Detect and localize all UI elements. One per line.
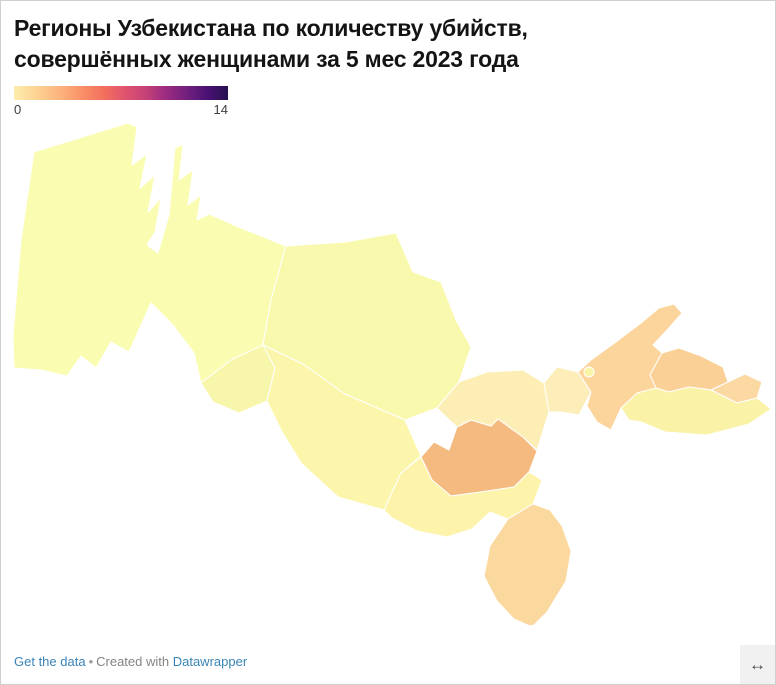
map-region-tashkent-region[interactable] [577, 303, 683, 431]
legend-max-label: 14 [213, 102, 228, 117]
map-region-karakalpakstan[interactable] [12, 122, 287, 384]
uzbekistan-choropleth-map [12, 122, 772, 625]
datawrapper-link[interactable]: Datawrapper [172, 654, 248, 669]
color-legend-gradient-bar [14, 86, 228, 100]
map-region-tashkent-city[interactable] [583, 366, 595, 378]
map-region-fergana[interactable] [620, 386, 772, 436]
created-with-text: Created with [96, 654, 173, 669]
chart-footer: Get the data • Created with Datawrapper [14, 654, 247, 670]
chart-header: Регионы Узбекистана по количеству убийст… [1, 1, 775, 118]
chart-title-line1: Регионы Узбекистана по количеству убийст… [14, 15, 528, 41]
map-region-surkhandarya[interactable] [483, 503, 572, 625]
color-legend-labels: 0 14 [14, 102, 228, 118]
color-legend: 0 14 [14, 86, 228, 118]
chart-title: Регионы Узбекистана по количеству убийст… [14, 13, 759, 75]
map-region-jizzakh[interactable] [436, 369, 550, 451]
map-region-sirdarya[interactable] [543, 366, 592, 416]
horizontal-resize-arrow-icon: ↔ [749, 654, 766, 674]
legend-min-label: 0 [14, 102, 22, 117]
chart-title-line2: совершённых женщинами за 5 мес 2023 года [14, 46, 519, 72]
map-region-namangan[interactable] [649, 347, 729, 393]
get-the-data-link[interactable]: Get the data [14, 654, 86, 669]
footer-separator: • [88, 654, 94, 669]
resize-handle[interactable]: ↔ [740, 645, 775, 684]
